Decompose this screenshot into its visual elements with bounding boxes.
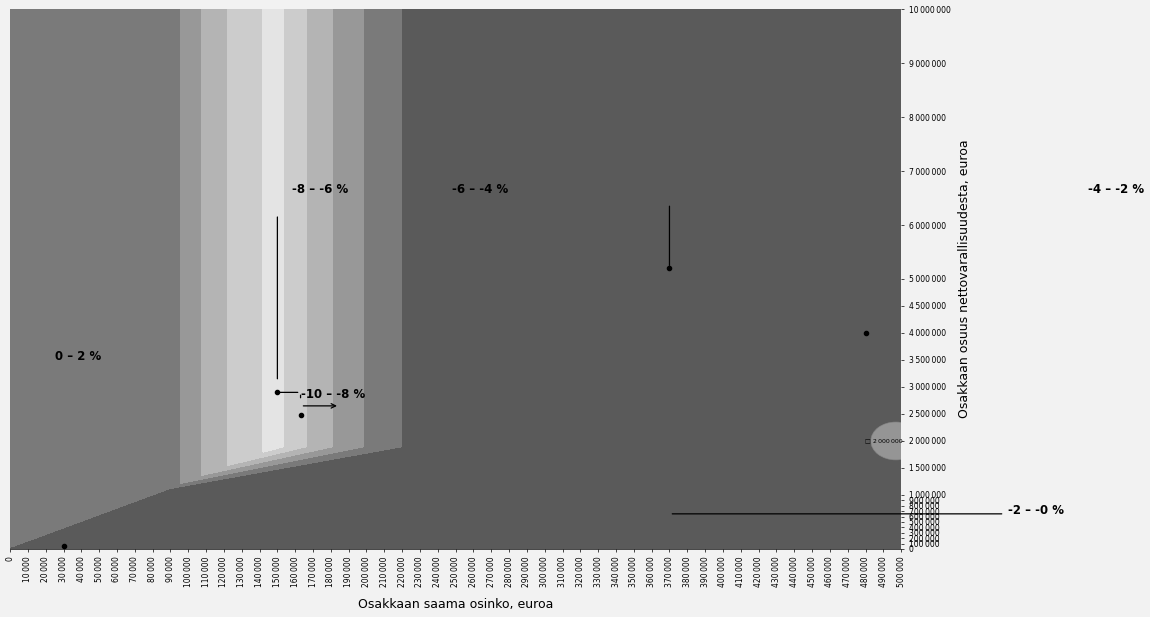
Text: -10 – -8 %: -10 – -8 % bbox=[300, 387, 365, 401]
Y-axis label: Osakkaan osuus nettovarallisuudesta, euroa: Osakkaan osuus nettovarallisuudesta, eur… bbox=[958, 139, 971, 418]
Text: 0 – 2 %: 0 – 2 % bbox=[54, 350, 101, 363]
Text: -4 – -2 %: -4 – -2 % bbox=[1088, 183, 1144, 196]
Ellipse shape bbox=[871, 422, 921, 460]
Text: -2 – -0 %: -2 – -0 % bbox=[1009, 504, 1064, 518]
Text: □ 2 000 000: □ 2 000 000 bbox=[865, 439, 902, 444]
Text: -6 – -4 %: -6 – -4 % bbox=[452, 183, 508, 196]
Text: -8 – -6 %: -8 – -6 % bbox=[292, 183, 348, 196]
X-axis label: Osakkaan saama osinko, euroa: Osakkaan saama osinko, euroa bbox=[358, 598, 553, 611]
